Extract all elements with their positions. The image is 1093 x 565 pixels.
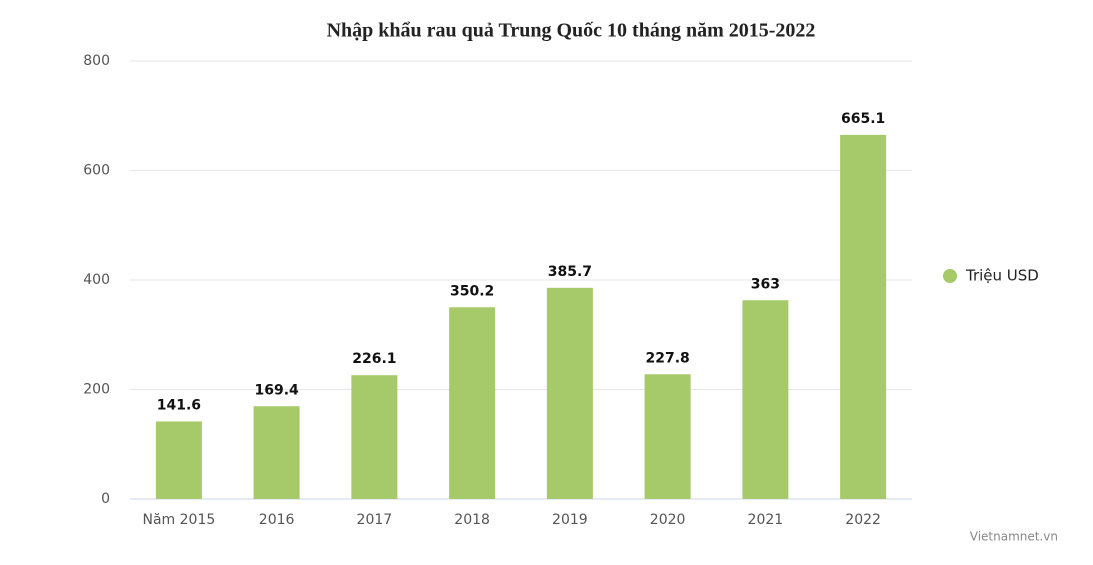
bar bbox=[253, 406, 300, 499]
x-tick-label: 2019 bbox=[552, 512, 588, 528]
data-label: 169.4 bbox=[254, 382, 299, 398]
bar bbox=[449, 307, 496, 499]
x-tick-label: 2016 bbox=[259, 512, 295, 528]
bar bbox=[840, 134, 887, 499]
y-tick-label: 200 bbox=[83, 382, 110, 398]
x-tick-label: 2020 bbox=[650, 512, 686, 528]
x-tick-label: 2017 bbox=[357, 512, 393, 528]
bar bbox=[644, 374, 691, 499]
y-tick-label: 600 bbox=[83, 163, 110, 179]
y-tick-label: 400 bbox=[83, 272, 110, 288]
data-label: 227.8 bbox=[645, 350, 689, 366]
x-tick-label: 2022 bbox=[845, 512, 881, 528]
legend-swatch bbox=[943, 269, 957, 283]
data-label: 385.7 bbox=[548, 264, 592, 280]
bar bbox=[155, 421, 202, 499]
chart-title: Nhập khẩu rau quả Trung Quốc 10 tháng nă… bbox=[327, 20, 816, 42]
bar bbox=[546, 287, 593, 499]
legend-label: Triệu USD bbox=[965, 267, 1039, 285]
bar bbox=[742, 300, 789, 499]
credit: Vietnamnet.vn bbox=[970, 530, 1058, 544]
y-tick-label: 0 bbox=[101, 491, 110, 507]
y-tick-label: 800 bbox=[83, 53, 110, 69]
data-label: 363 bbox=[751, 276, 780, 292]
x-tick-label: 2021 bbox=[748, 512, 784, 528]
bar bbox=[351, 375, 398, 499]
data-label: 350.2 bbox=[450, 283, 494, 299]
x-tick-label: Năm 2015 bbox=[142, 512, 215, 528]
data-label: 665.1 bbox=[841, 111, 885, 127]
x-tick-label: 2018 bbox=[454, 512, 490, 528]
data-label: 226.1 bbox=[352, 351, 396, 367]
data-label: 141.6 bbox=[157, 397, 201, 413]
